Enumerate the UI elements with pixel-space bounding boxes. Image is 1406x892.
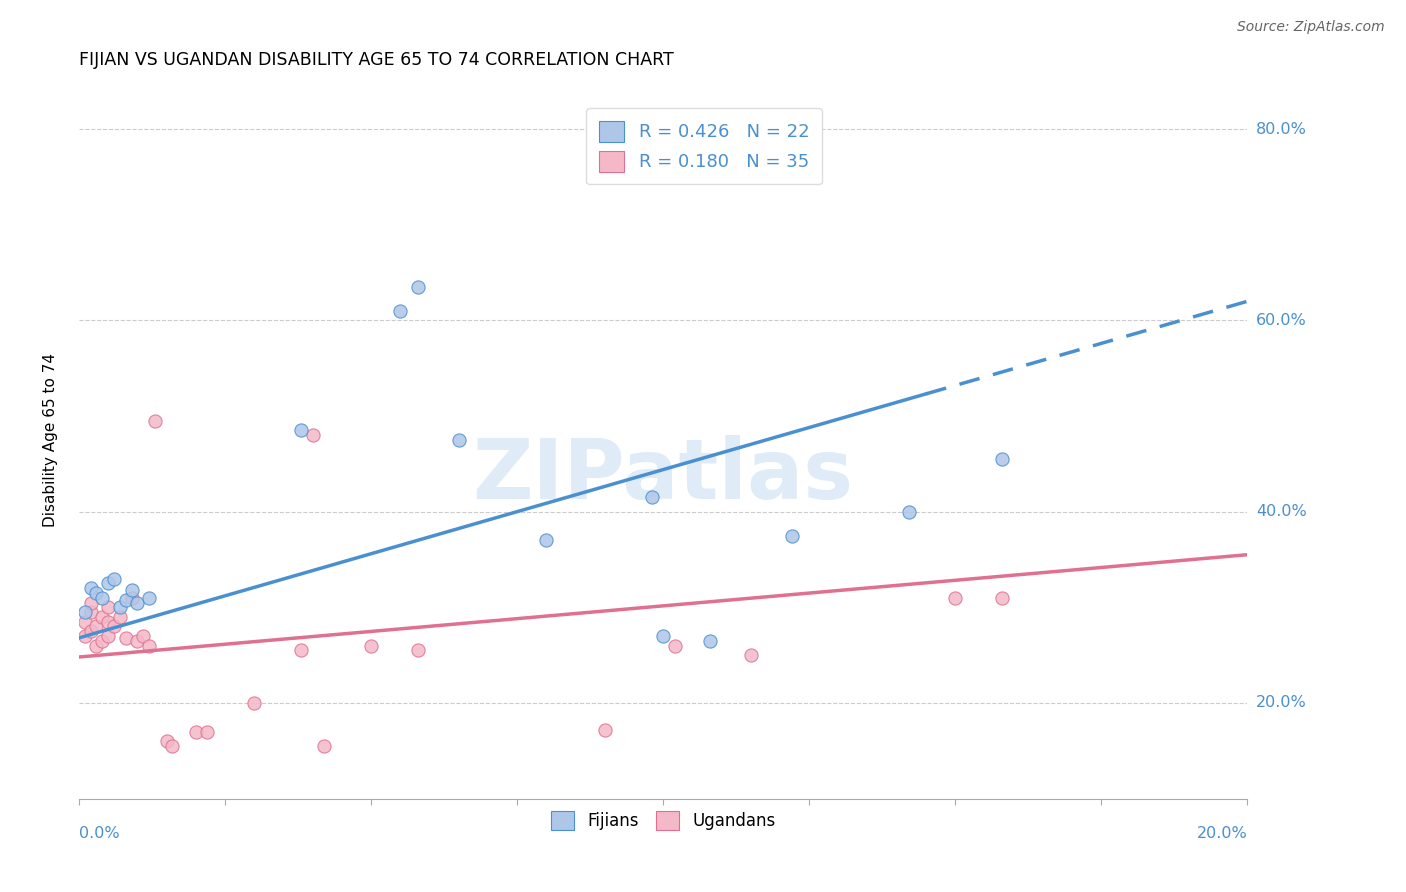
Point (127, 633, 149, 648)
Point (103, 619, 125, 633)
Point (73, 629, 96, 643)
Point (162, 739, 184, 753)
Point (593, 723, 616, 737)
Point (290, 423, 312, 437)
Point (121, 583, 143, 598)
Point (91, 633, 114, 648)
Point (103, 572, 125, 586)
Text: FIJIAN VS UGANDAN DISABILITY AGE 65 TO 74 CORRELATION CHART: FIJIAN VS UGANDAN DISABILITY AGE 65 TO 7… (79, 51, 673, 69)
Text: 40.0%: 40.0% (1256, 504, 1306, 519)
Point (652, 629, 675, 643)
Point (184, 724, 207, 739)
Point (86, 619, 108, 633)
Point (143, 414, 166, 428)
Point (155, 734, 177, 748)
Point (79, 605, 101, 619)
Point (79, 595, 101, 609)
Point (447, 433, 470, 447)
Point (740, 648, 762, 662)
Point (97, 600, 120, 615)
Text: 80.0%: 80.0% (1256, 121, 1306, 136)
Point (114, 631, 136, 645)
Text: ZIPatlas: ZIPatlas (472, 435, 853, 516)
Text: 20.0%: 20.0% (1256, 696, 1306, 710)
Point (97, 615, 120, 629)
Point (243, 696, 266, 710)
Point (991, 452, 1014, 467)
Point (138, 639, 160, 653)
Point (79, 581, 101, 595)
Point (108, 600, 131, 615)
Point (943, 591, 966, 605)
Point (121, 591, 143, 605)
Point (114, 592, 136, 607)
Point (406, 643, 429, 657)
Text: 60.0%: 60.0% (1256, 313, 1306, 328)
Point (699, 633, 721, 648)
Point (780, 528, 803, 542)
Point (73, 615, 96, 629)
Point (301, 428, 323, 442)
Text: 20.0%: 20.0% (1197, 826, 1247, 841)
Point (664, 639, 686, 653)
Point (86, 586, 108, 600)
Point (73, 605, 96, 619)
Point (897, 505, 920, 519)
Point (97, 629, 120, 643)
Point (640, 491, 662, 505)
Point (536, 533, 558, 548)
Point (389, 303, 412, 318)
Point (79, 624, 101, 639)
Point (91, 610, 114, 624)
Point (127, 595, 149, 609)
Point (314, 739, 336, 753)
Text: Source: ZipAtlas.com: Source: ZipAtlas.com (1237, 20, 1385, 34)
Point (108, 610, 131, 624)
Point (132, 629, 155, 643)
Y-axis label: Disability Age 65 to 74: Disability Age 65 to 74 (44, 353, 58, 527)
Point (86, 639, 108, 653)
Point (406, 280, 429, 294)
Point (91, 591, 114, 605)
Point (97, 576, 120, 591)
Point (991, 591, 1014, 605)
Point (360, 639, 382, 653)
Text: 0.0%: 0.0% (79, 826, 120, 841)
Point (290, 643, 312, 657)
Point (197, 724, 219, 739)
Legend: Fijians, Ugandans: Fijians, Ugandans (544, 805, 782, 837)
Point (138, 591, 160, 605)
